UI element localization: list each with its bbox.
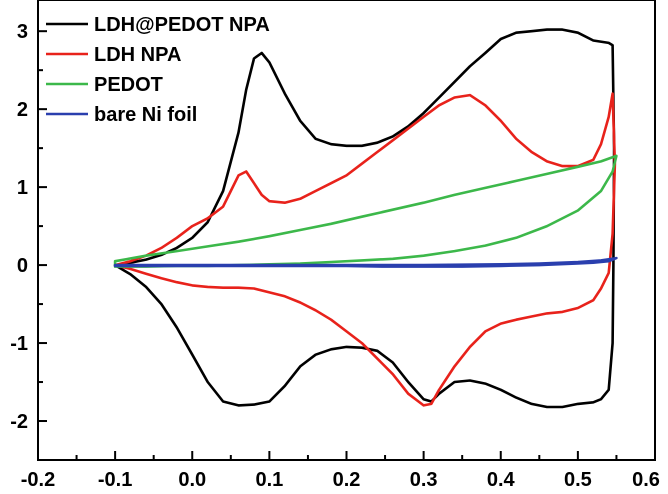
legend-label: LDH@PEDOT NPA [94, 14, 270, 36]
axis-ticks [37, 30, 656, 460]
plot-series [113, 28, 618, 409]
x-tick-labels: -0.2 -0.1 0.0 0.1 0.2 0.3 0.4 0.5 0.6 [21, 469, 660, 491]
legend: LDH@PEDOT NPA LDH NPA PEDOT bare Ni foil [46, 14, 270, 126]
series-line-1 [113, 92, 617, 407]
legend-label: bare Ni foil [94, 104, 197, 126]
y-tick-label: 2 [17, 99, 28, 121]
x-tick-label: 0.1 [255, 469, 283, 491]
y-tick-label: 0 [17, 255, 28, 277]
series-line-3 [113, 256, 618, 268]
plot-frame [37, 0, 656, 461]
x-tick-label: 0.6 [632, 469, 660, 491]
x-tick-label: 0.5 [564, 469, 592, 491]
legend-label: PEDOT [94, 74, 163, 96]
x-tick-label: 0.4 [487, 469, 516, 491]
x-tick-label: 0.3 [410, 469, 438, 491]
y-tick-labels: -2 -1 0 1 2 3 [10, 21, 28, 433]
series-line-0 [113, 28, 616, 409]
x-tick-label: 0.0 [178, 469, 206, 491]
series-line-2 [113, 154, 618, 268]
y-tick-label: -2 [10, 411, 28, 433]
x-tick-label: 0.2 [333, 469, 361, 491]
y-tick-label: -1 [10, 333, 28, 355]
y-tick-label: 1 [17, 177, 28, 199]
y-tick-label: 3 [17, 21, 28, 43]
legend-label: LDH NPA [94, 44, 181, 66]
x-tick-label: -0.1 [98, 469, 132, 491]
x-tick-label: -0.2 [21, 469, 55, 491]
